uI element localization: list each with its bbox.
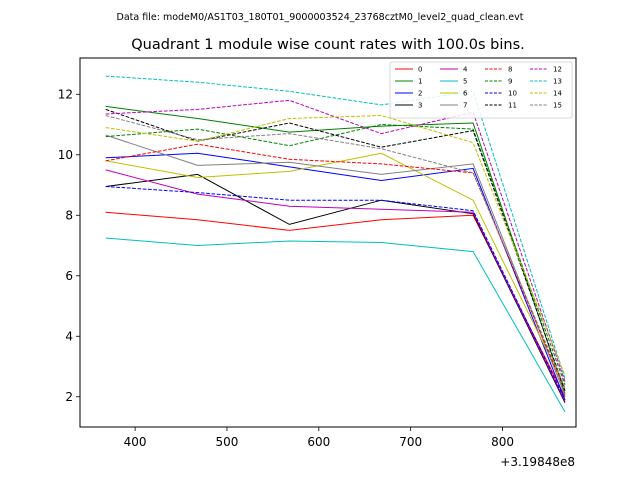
x-axis: 400 500 600 700 800 [124, 427, 514, 449]
legend-label-0: 0 [418, 66, 422, 74]
legend-label-2: 2 [418, 90, 422, 98]
series-line-11 [105, 108, 566, 391]
x-tick-label-700: 700 [399, 435, 422, 449]
y-tick-label-2: 2 [65, 390, 73, 404]
series-line-10 [105, 186, 566, 401]
legend-label-1: 1 [418, 78, 422, 86]
legend-box [389, 61, 573, 119]
x-tick-label-800: 800 [491, 435, 514, 449]
legend-label-13: 13 [553, 78, 562, 86]
series-line-6 [105, 152, 566, 388]
y-tick-label-12: 12 [58, 87, 73, 101]
y-tick-label-8: 8 [65, 208, 73, 222]
series-line-3 [105, 173, 566, 404]
legend-label-6: 6 [463, 90, 468, 98]
series-line-4 [105, 169, 566, 402]
legend-label-4: 4 [463, 66, 468, 74]
legend-label-15: 15 [553, 102, 562, 110]
suptitle: Data file: modeM0/AS1T03_180T01_90000035… [117, 12, 524, 23]
legend-label-8: 8 [508, 66, 512, 74]
legend-label-12: 12 [553, 66, 562, 74]
series-line-7 [105, 134, 566, 396]
series-line-9 [105, 123, 566, 385]
y-tick-label-6: 6 [65, 269, 73, 283]
x-tick-label-600: 600 [307, 435, 330, 449]
legend-label-7: 7 [463, 102, 467, 110]
series-line-1 [105, 105, 566, 394]
y-tick-label-10: 10 [58, 148, 73, 162]
legend-label-14: 14 [553, 90, 562, 98]
legend-label-5: 5 [463, 78, 467, 86]
plot-frame [79, 57, 577, 428]
legend-label-9: 9 [508, 78, 512, 86]
legend-label-11: 11 [508, 102, 517, 110]
chart-title: Quadrant 1 module wise count rates with … [131, 37, 525, 53]
y-tick-label-4: 4 [65, 329, 73, 343]
x-axis-offset-label: +3.19848e8 [500, 455, 575, 469]
x-tick-label-400: 400 [124, 435, 147, 449]
y-axis: 2 4 6 8 10 12 [58, 87, 80, 404]
series-line-12 [105, 99, 566, 382]
series-line-5 [105, 237, 566, 413]
legend-label-3: 3 [418, 102, 422, 110]
legend-label-10: 10 [508, 90, 517, 98]
series-layer [105, 75, 566, 413]
series-line-2 [105, 152, 566, 400]
series-line-14 [105, 114, 566, 376]
x-tick-label-500: 500 [216, 435, 239, 449]
series-line-13 [105, 75, 566, 379]
series-line-15 [105, 115, 566, 388]
